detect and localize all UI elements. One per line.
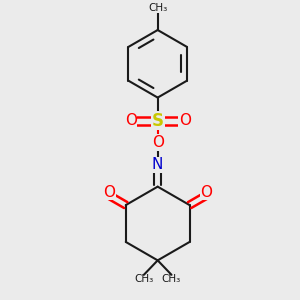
Text: CH₃: CH₃ xyxy=(134,274,154,284)
Text: N: N xyxy=(152,157,164,172)
Text: O: O xyxy=(200,184,212,200)
Text: O: O xyxy=(179,113,191,128)
Text: S: S xyxy=(152,112,164,130)
Text: CH₃: CH₃ xyxy=(162,274,181,284)
Text: O: O xyxy=(125,113,137,128)
Text: CH₃: CH₃ xyxy=(148,3,167,13)
Text: O: O xyxy=(152,135,164,150)
Text: O: O xyxy=(103,184,115,200)
